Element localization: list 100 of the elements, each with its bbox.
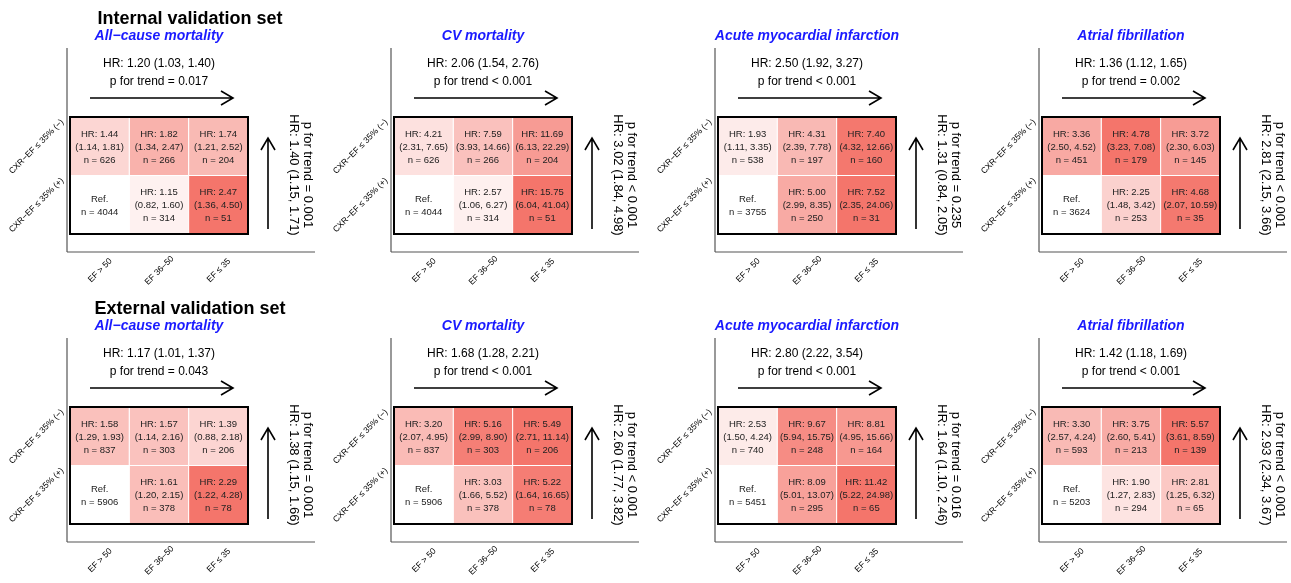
text: Ref. bbox=[1062, 482, 1081, 494]
annotation: (2.35, 24.06) n = 31 bbox=[839, 199, 894, 224]
data-label: HR: 3.03 bbox=[464, 476, 502, 488]
x-tick-label: EF ≤ 35 bbox=[528, 255, 557, 285]
x-tick-label: EF ≤ 35 bbox=[852, 255, 881, 285]
annotation: (2.57, 4.24) n = 593 bbox=[1047, 430, 1096, 455]
text: p for trend < 0.001 bbox=[1273, 121, 1288, 229]
data-label: HR: 1.93 bbox=[728, 127, 767, 139]
data-label: HR: 5.22 bbox=[523, 476, 562, 488]
annotation: (1.66, 5.52) n = 378 bbox=[458, 489, 508, 514]
text: p for trend < 0.001 bbox=[1081, 364, 1181, 378]
x-tick-label: EF > 50 bbox=[409, 545, 438, 575]
annotation: (1.36, 4.50) n = 51 bbox=[194, 199, 243, 224]
x-tick-label: EF > 50 bbox=[1057, 545, 1086, 575]
data-label: HR: 1.58 bbox=[80, 417, 119, 429]
text: HR: 1.68 (1.28, 2.21) bbox=[426, 346, 540, 360]
annotation: n = 4044 bbox=[405, 205, 443, 217]
annotation: (1.25, 6.32) n = 65 bbox=[1166, 489, 1215, 514]
annotation: (6.13, 22.29) n = 204 bbox=[515, 140, 570, 165]
annotation: (5.22, 24.98) n = 65 bbox=[839, 489, 894, 514]
annotation: (1.20, 2.15) n = 378 bbox=[134, 489, 184, 514]
text: HR: 3.02 (1.84, 4.98) bbox=[611, 114, 626, 236]
data-label: HR: 3.30 bbox=[1052, 417, 1091, 429]
text: HR: 1.31 (0.84, 2.05) bbox=[935, 114, 950, 236]
text: HR: 1.40 (1.15, 1.71) bbox=[287, 114, 302, 236]
x-tick-label: EF > 50 bbox=[733, 255, 762, 285]
text: p for trend = 0.001 bbox=[301, 121, 316, 229]
annotation: (4.95, 15.66) n = 164 bbox=[839, 430, 894, 455]
x-tick-label: EF ≤ 35 bbox=[1176, 255, 1205, 285]
text: p for trend = 0.016 bbox=[949, 411, 964, 519]
data-label: HR: 9.67 bbox=[788, 417, 826, 429]
text: p for trend = 0.043 bbox=[109, 364, 209, 378]
text: Ref. bbox=[414, 482, 433, 494]
data-label: HR: 2.47 bbox=[199, 186, 238, 198]
chart-title: External validation set bbox=[94, 298, 286, 318]
x-tick-label: EF ≤ 35 bbox=[528, 545, 557, 575]
data-label: HR: 2.53 bbox=[728, 417, 767, 429]
text: p for trend < 0.001 bbox=[433, 364, 533, 378]
data-label: HR: 3.75 bbox=[1112, 417, 1150, 429]
annotation: (1.11, 3.35) n = 538 bbox=[723, 140, 772, 165]
annotation: (1.34, 2.47) n = 266 bbox=[134, 140, 184, 165]
annotation: (2.99, 8.90) n = 303 bbox=[458, 430, 508, 455]
data-label: HR: 1.57 bbox=[140, 417, 178, 429]
chart-subtitle: CV mortality bbox=[441, 317, 526, 333]
text: HR: 1.38 (1.15, 1.66) bbox=[287, 404, 302, 526]
data-label: HR: 4.68 bbox=[1171, 186, 1210, 198]
text: HR: 2.93 (2.34, 3.67) bbox=[1259, 404, 1274, 526]
text: Ref. bbox=[414, 192, 433, 204]
data-label: HR: 1.90 bbox=[1112, 476, 1150, 488]
data-label: HR: 11.42 bbox=[845, 476, 888, 488]
annotation: (1.22, 4.28) n = 78 bbox=[194, 489, 243, 514]
data-label: HR: 7.52 bbox=[847, 186, 886, 198]
chart-subtitle: All−cause mortality bbox=[93, 27, 225, 43]
text: p for trend < 0.001 bbox=[625, 411, 640, 519]
text: HR: 2.80 (2.22, 3.54) bbox=[750, 346, 864, 360]
data-label: HR: 1.61 bbox=[140, 476, 178, 488]
chart-title: Internal validation set bbox=[97, 8, 283, 28]
annotation: (1.64, 16.65) n = 78 bbox=[515, 489, 570, 514]
text: HR: 2.06 (1.54, 2.76) bbox=[426, 56, 540, 70]
data-label: HR: 5.00 bbox=[788, 186, 826, 198]
annotation: (1.50, 4.24) n = 740 bbox=[723, 430, 772, 455]
chart-subtitle: Atrial fibrillation bbox=[1076, 27, 1185, 43]
text: p for trend < 0.001 bbox=[757, 364, 857, 378]
text: p for trend < 0.001 bbox=[625, 121, 640, 229]
annotation: (2.30, 6.03) n = 145 bbox=[1166, 140, 1215, 165]
text: Ref. bbox=[90, 192, 109, 204]
annotation: (3.61, 8.59) n = 139 bbox=[1166, 430, 1215, 455]
data-label: HR: 1.82 bbox=[140, 127, 178, 139]
annotation: (2.71, 11.14) n = 206 bbox=[515, 430, 569, 455]
annotation: (1.14, 1.81) n = 626 bbox=[75, 140, 124, 165]
text: HR: 1.17 (1.01, 1.37) bbox=[102, 346, 216, 360]
annotation: (4.32, 12.66) n = 160 bbox=[839, 140, 894, 165]
text: p for trend = 0.235 bbox=[949, 121, 964, 229]
data-label: HR: 3.72 bbox=[1171, 127, 1210, 139]
data-label: HR: 5.57 bbox=[1171, 417, 1210, 429]
annotation: (2.99, 8.35) n = 250 bbox=[782, 199, 832, 224]
annotation: n = 3624 bbox=[1053, 205, 1091, 217]
annotation: (2.31, 7.65) n = 626 bbox=[399, 140, 448, 165]
text: HR: 2.81 (2.15, 3.66) bbox=[1259, 114, 1274, 236]
annotation: (5.94, 15.75) n = 248 bbox=[780, 430, 834, 455]
data-label: HR: 2.57 bbox=[464, 186, 502, 198]
x-tick-label: EF > 50 bbox=[85, 255, 114, 285]
text: HR: 1.42 (1.18, 1.69) bbox=[1074, 346, 1188, 360]
data-label: HR: 1.44 bbox=[80, 127, 119, 139]
data-label: HR: 2.81 bbox=[1171, 476, 1210, 488]
annotation: (1.06, 6.27) n = 314 bbox=[458, 199, 508, 224]
text: Ref. bbox=[738, 192, 757, 204]
annotation: (5.01, 13.07) n = 295 bbox=[780, 489, 834, 514]
annotation: n = 5906 bbox=[81, 495, 119, 507]
chart-subtitle: Acute myocardial infarction bbox=[713, 317, 900, 333]
x-tick-label: EF ≤ 35 bbox=[852, 545, 881, 575]
annotation: (2.07, 4.95) n = 837 bbox=[399, 430, 448, 455]
x-tick-label: EF > 50 bbox=[1057, 255, 1086, 285]
annotation: n = 3755 bbox=[729, 205, 767, 217]
annotation: (1.14, 2.16) n = 303 bbox=[134, 430, 184, 455]
text: p for trend < 0.001 bbox=[433, 74, 533, 88]
data-label: HR: 1.39 bbox=[199, 417, 238, 429]
annotation: n = 4044 bbox=[81, 205, 119, 217]
data-label: HR: 2.25 bbox=[1112, 186, 1150, 198]
x-tick-label: EF ≤ 35 bbox=[204, 545, 233, 575]
